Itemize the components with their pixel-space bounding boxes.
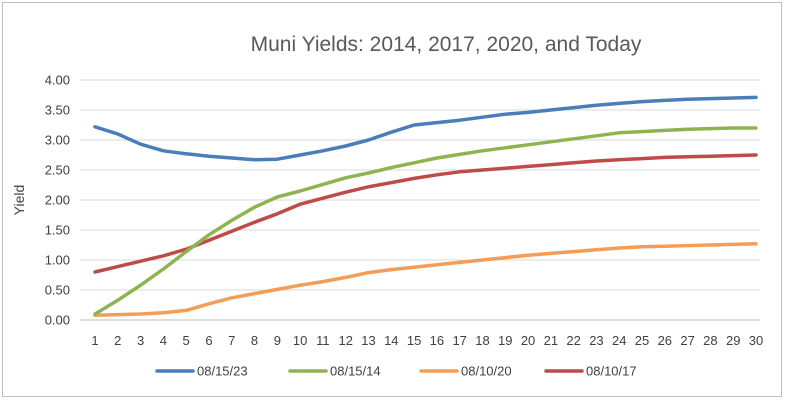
x-tick-label: 24 xyxy=(612,333,626,348)
series-line xyxy=(93,126,758,316)
x-tick-label: 5 xyxy=(183,333,190,348)
x-tick-label: 23 xyxy=(589,333,603,348)
series-lines xyxy=(93,95,758,317)
y-tick-label: 0.00 xyxy=(45,313,70,328)
x-tick-label: 25 xyxy=(635,333,649,348)
x-tick-label: 10 xyxy=(293,333,307,348)
x-tick-label: 18 xyxy=(475,333,489,348)
x-tick-label: 13 xyxy=(361,333,375,348)
y-tick-label: 3.00 xyxy=(45,133,70,148)
x-tick-label: 11 xyxy=(316,333,330,348)
x-tick-label: 19 xyxy=(498,333,512,348)
x-tick-labels: 1 2 3 4 5 6 7 8 9 10 11 12 13 14 15 16 17 18 19 20 21 22 23 24 2… xyxy=(91,333,763,348)
x-tick-label: 1 xyxy=(91,333,98,348)
legend-item: 08/10/17 xyxy=(544,364,637,379)
y-tick-label: 2.50 xyxy=(45,163,70,178)
x-tick-label: 21 xyxy=(544,333,558,348)
y-tick-label: 4.00 xyxy=(45,73,70,88)
x-tick-label: 2 xyxy=(114,333,121,348)
legend-item: 08/15/23 xyxy=(155,364,248,379)
x-tick-label: 29 xyxy=(726,333,740,348)
legend-label: 08/15/23 xyxy=(197,364,248,379)
legend-label: 08/15/14 xyxy=(330,364,381,379)
x-tick-label: 4 xyxy=(160,333,167,348)
y-tick-label: 1.00 xyxy=(45,253,70,268)
x-tick-label: 7 xyxy=(228,333,235,348)
series-line xyxy=(93,153,758,274)
x-tick-label: 20 xyxy=(521,333,535,348)
x-tick-label: 27 xyxy=(680,333,694,348)
legend-item: 08/10/20 xyxy=(419,364,512,379)
y-tick-label: 1.50 xyxy=(45,223,70,238)
legend-label: 08/10/20 xyxy=(461,364,512,379)
x-tick-label: 16 xyxy=(430,333,444,348)
chart-title: Muni Yields: 2014, 2017, 2020, and Today xyxy=(251,33,642,56)
x-tick-label: 12 xyxy=(338,333,352,348)
y-tick-labels: 0.00 0.50 1.00 1.50 2.00 2.50 3.00 3.50 4.00 xyxy=(45,73,70,328)
legend-item: 08/15/14 xyxy=(288,364,381,379)
x-tick-label: 17 xyxy=(452,333,466,348)
series-line xyxy=(93,95,758,162)
x-tick-label: 26 xyxy=(658,333,672,348)
y-tick-label: 0.50 xyxy=(45,283,70,298)
y-tick-label: 2.00 xyxy=(45,193,70,208)
x-tick-label: 28 xyxy=(703,333,717,348)
x-tick-label: 8 xyxy=(251,333,258,348)
legend-label: 08/10/17 xyxy=(586,364,637,379)
x-tick-label: 15 xyxy=(407,333,421,348)
x-tick-label: 22 xyxy=(566,333,580,348)
x-tick-label: 6 xyxy=(205,333,212,348)
legend: 08/15/23 08/15/14 08/10/20 08/10/17 xyxy=(155,364,637,379)
x-tick-label: 14 xyxy=(384,333,398,348)
series-line xyxy=(93,242,758,317)
x-tick-label: 3 xyxy=(137,333,144,348)
gridlines xyxy=(80,79,760,321)
y-axis-label: Yield xyxy=(11,185,27,216)
x-tick-label: 9 xyxy=(274,333,281,348)
y-tick-label: 3.50 xyxy=(45,103,70,118)
x-tick-label: 30 xyxy=(749,333,763,348)
